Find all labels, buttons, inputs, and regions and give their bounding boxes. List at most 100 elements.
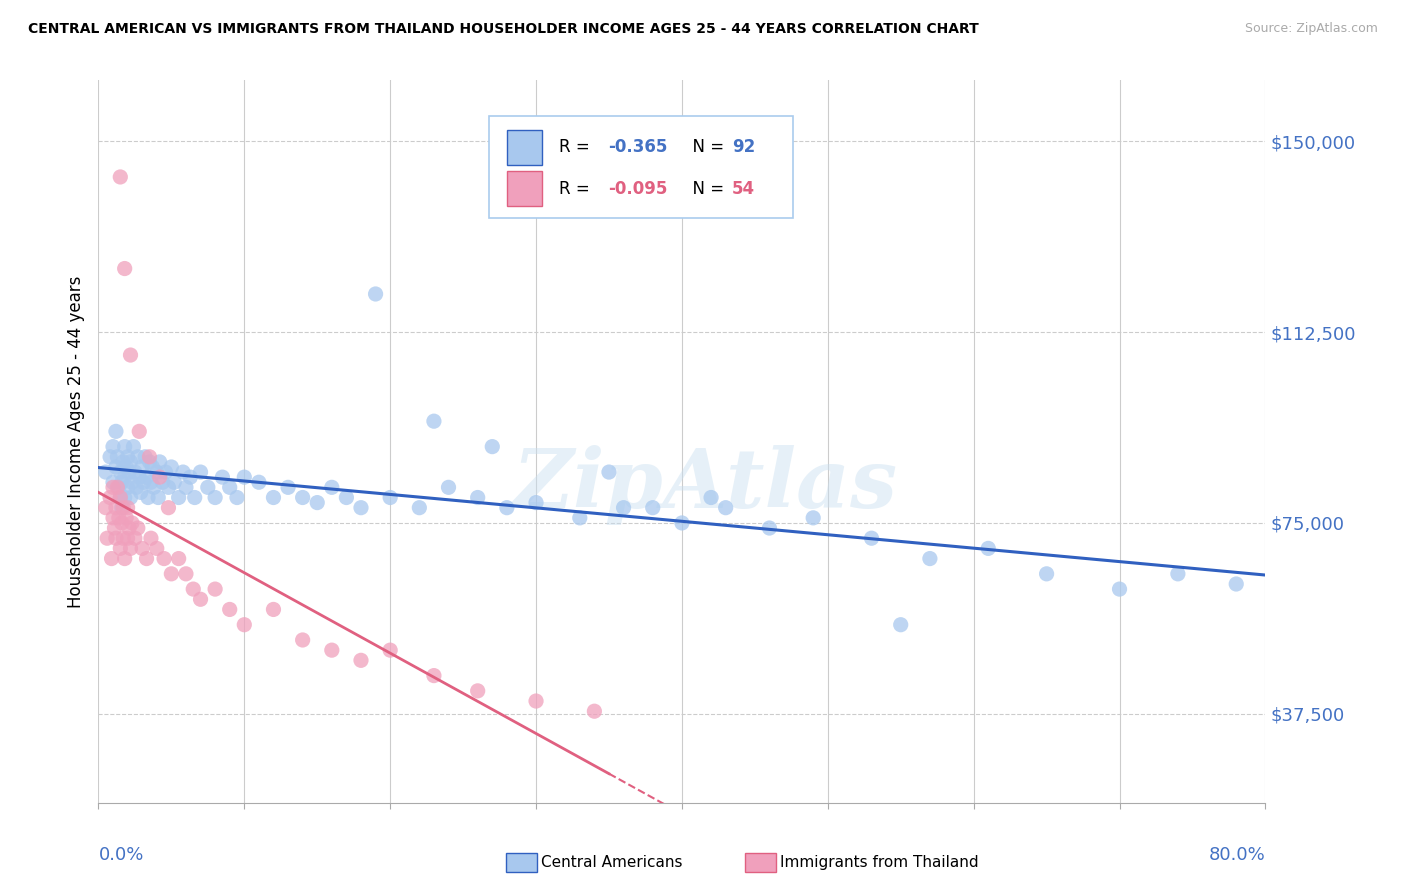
Point — [138, 455, 160, 469]
Point — [335, 491, 357, 505]
Bar — [508, 130, 541, 165]
Point — [114, 261, 136, 276]
Point — [467, 684, 489, 698]
Point — [128, 470, 150, 484]
Point — [120, 455, 142, 469]
Point — [190, 592, 212, 607]
Point — [364, 287, 387, 301]
Point — [135, 470, 157, 484]
Point — [291, 632, 314, 647]
Point — [149, 470, 172, 484]
Point — [977, 541, 1000, 556]
Text: R =: R = — [560, 179, 595, 198]
Point — [321, 643, 343, 657]
Point — [124, 465, 146, 479]
Point — [700, 491, 723, 505]
Point — [262, 491, 284, 505]
Point — [138, 450, 160, 464]
Point — [890, 617, 912, 632]
Text: N =: N = — [682, 179, 730, 198]
Point — [104, 425, 127, 439]
Point — [108, 511, 131, 525]
Point — [136, 491, 159, 505]
Point — [101, 511, 124, 525]
Point — [115, 511, 138, 525]
Text: N =: N = — [682, 138, 730, 156]
Point — [153, 551, 176, 566]
Point — [496, 500, 519, 515]
Text: 80.0%: 80.0% — [1209, 847, 1265, 864]
Point — [110, 541, 132, 556]
Point — [860, 531, 883, 545]
Point — [139, 475, 162, 490]
Point — [98, 491, 121, 505]
Point — [467, 491, 489, 505]
Point — [204, 582, 226, 596]
Point — [112, 500, 135, 515]
Point — [583, 704, 606, 718]
Point — [118, 465, 141, 479]
Point — [128, 425, 150, 439]
Point — [163, 475, 186, 490]
Point — [120, 348, 142, 362]
Point — [101, 480, 124, 494]
Point — [524, 495, 547, 509]
Point — [291, 491, 314, 505]
Text: -0.095: -0.095 — [609, 179, 668, 198]
Point — [131, 541, 153, 556]
Point — [481, 440, 503, 454]
Point — [121, 516, 143, 530]
Bar — [508, 171, 541, 206]
Point — [121, 475, 143, 490]
Point — [111, 475, 134, 490]
Point — [612, 500, 634, 515]
Point — [179, 470, 201, 484]
Point — [157, 500, 180, 515]
Text: CENTRAL AMERICAN VS IMMIGRANTS FROM THAILAND HOUSEHOLDER INCOME AGES 25 - 44 YEA: CENTRAL AMERICAN VS IMMIGRANTS FROM THAI… — [28, 22, 979, 37]
Point — [247, 475, 270, 490]
Point — [218, 480, 240, 494]
Point — [103, 521, 125, 535]
Point — [167, 491, 190, 505]
Point — [146, 465, 169, 479]
Point — [118, 521, 141, 535]
Point — [183, 491, 205, 505]
Point — [190, 465, 212, 479]
Point — [277, 480, 299, 494]
Point — [524, 694, 547, 708]
Point — [110, 169, 132, 184]
Text: Central Americans: Central Americans — [541, 855, 683, 870]
Point — [117, 531, 139, 545]
Point — [122, 440, 145, 454]
Point — [110, 465, 132, 479]
Point — [114, 551, 136, 566]
Text: ZipAtlas: ZipAtlas — [513, 445, 898, 524]
Point — [408, 500, 430, 515]
Point — [105, 480, 128, 494]
Text: Source: ZipAtlas.com: Source: ZipAtlas.com — [1244, 22, 1378, 36]
Point — [233, 470, 256, 484]
Point — [918, 551, 941, 566]
Point — [423, 668, 446, 682]
Point — [167, 551, 190, 566]
Point — [233, 617, 256, 632]
Point — [152, 475, 174, 490]
Text: -0.365: -0.365 — [609, 138, 668, 156]
Point — [104, 500, 127, 515]
Point — [423, 414, 446, 428]
Point — [117, 450, 139, 464]
Point — [112, 531, 135, 545]
Point — [114, 470, 136, 484]
Point — [127, 450, 149, 464]
Y-axis label: Householder Income Ages 25 - 44 years: Householder Income Ages 25 - 44 years — [66, 276, 84, 607]
Point — [174, 566, 197, 581]
Point — [105, 450, 128, 464]
Point — [101, 440, 124, 454]
Point — [104, 531, 127, 545]
Point — [142, 480, 165, 494]
Point — [135, 551, 157, 566]
Point — [114, 440, 136, 454]
Point — [204, 491, 226, 505]
Point — [94, 500, 117, 515]
Point — [1167, 566, 1189, 581]
